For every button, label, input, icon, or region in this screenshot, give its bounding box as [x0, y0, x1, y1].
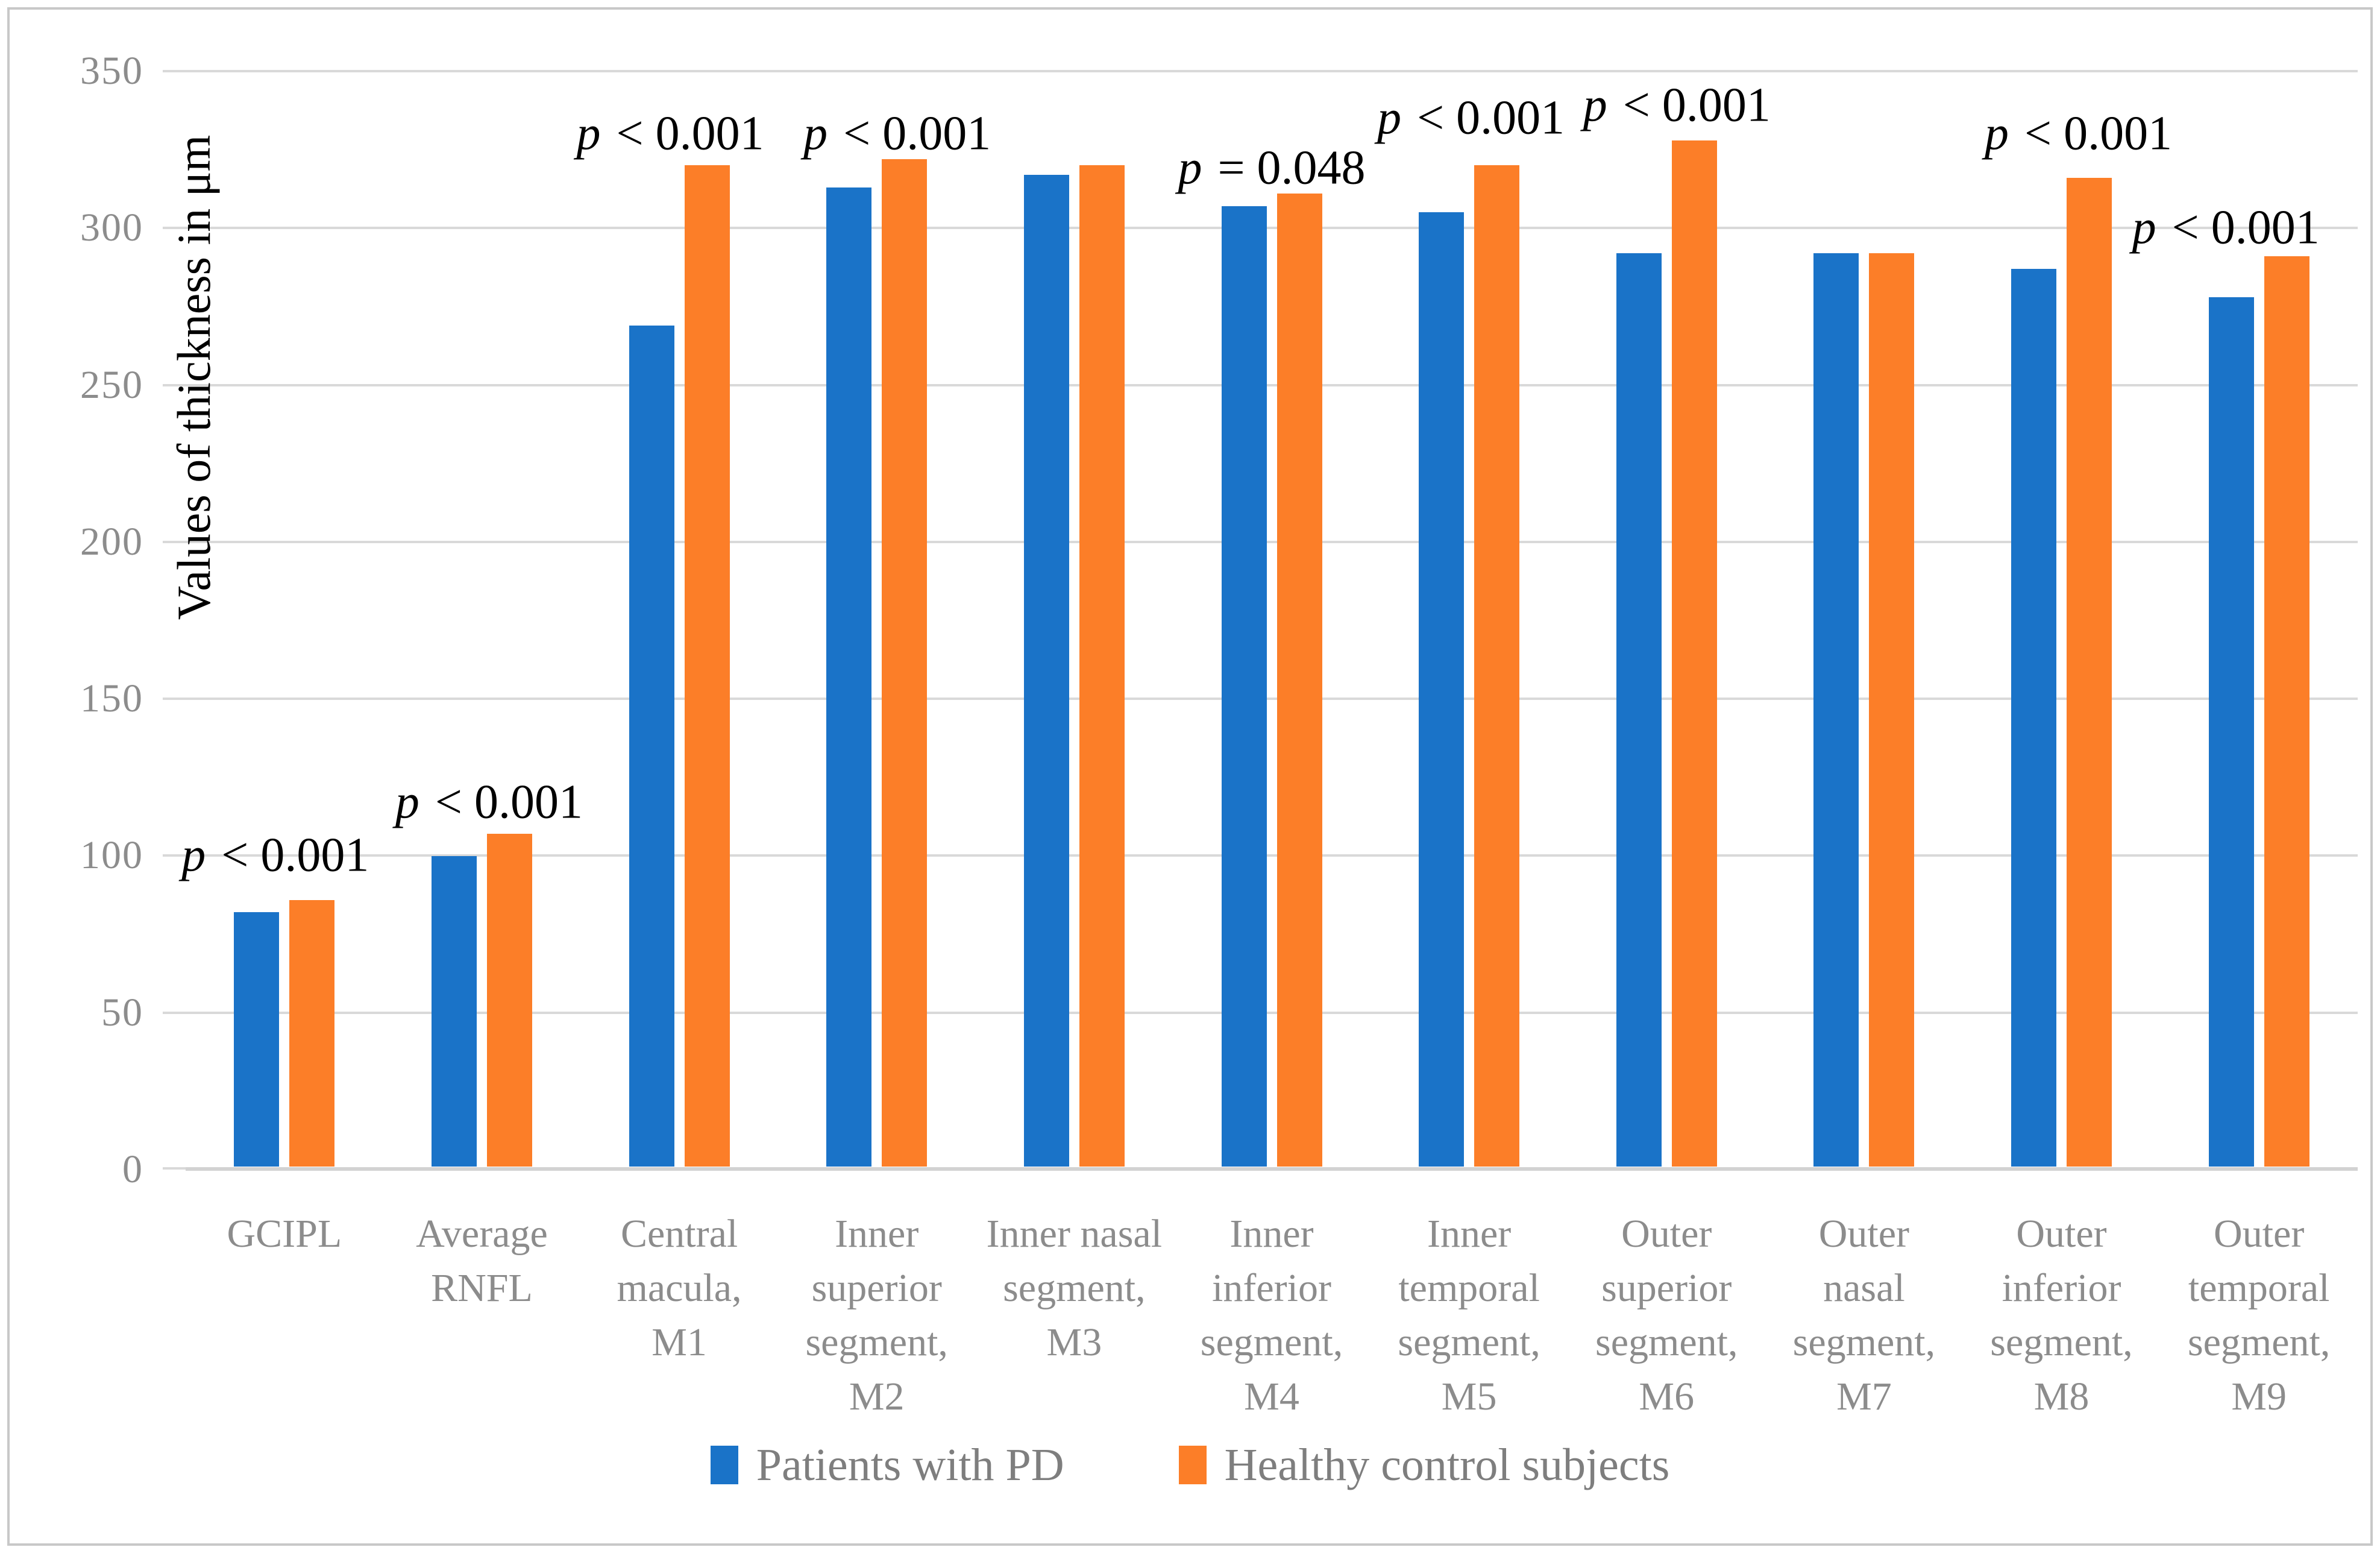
- bar-hc-2: [486, 834, 532, 1167]
- legend-swatch-hc: [1178, 1446, 1207, 1484]
- y-tick-label: 50: [101, 990, 143, 1035]
- x-category-label: Inner superior segment, M2: [805, 1212, 948, 1419]
- y-tick-label: 200: [80, 519, 143, 564]
- p-value-annotation: p < 0.001: [395, 775, 583, 829]
- y-tick-label: 350: [80, 49, 143, 93]
- p-value-annotation: p < 0.001: [1583, 78, 1771, 132]
- bar-hc-8: [1671, 140, 1717, 1167]
- y-tick-mark: [163, 383, 186, 386]
- legend-label: Healthy control subjects: [1224, 1440, 1670, 1490]
- y-tick-mark: [163, 854, 186, 857]
- p-value-annotation: p < 0.001: [181, 828, 369, 882]
- y-tick-mark: [163, 1011, 186, 1014]
- bar-hc-7: [1474, 165, 1520, 1167]
- gridline: [163, 70, 2358, 72]
- y-tick-mark: [163, 540, 186, 543]
- legend-item-pd: Patients with PD: [710, 1440, 1064, 1490]
- bar-pd-9: [1813, 253, 1859, 1167]
- gridline: [163, 1011, 2358, 1014]
- bar-pd-11: [2208, 297, 2254, 1167]
- y-tick-label: 150: [80, 676, 143, 721]
- x-category-label: Central macula, M1: [617, 1212, 742, 1364]
- bar-hc-11: [2264, 256, 2309, 1167]
- gridline: [163, 383, 2358, 386]
- bar-hc-1: [289, 899, 335, 1167]
- y-tick-mark: [163, 698, 186, 701]
- y-tick-label: 0: [122, 1147, 143, 1191]
- x-category-label: Outer superior segment, M6: [1595, 1212, 1738, 1419]
- p-value-annotation: p = 0.048: [1178, 141, 1366, 195]
- p-value-annotation: p < 0.001: [1377, 91, 1565, 145]
- bar-hc-3: [684, 165, 730, 1167]
- y-tick-mark: [163, 70, 186, 72]
- bar-pd-8: [1616, 253, 1662, 1167]
- y-tick-mark: [163, 1167, 186, 1170]
- p-value-annotation: p < 0.001: [803, 107, 991, 160]
- x-category-label: Outer nasal segment, M7: [1792, 1212, 1936, 1419]
- legend-label: Patients with PD: [756, 1440, 1064, 1490]
- x-category-label: Inner temporal segment, M5: [1398, 1212, 1540, 1419]
- x-category-label: Inner inferior segment, M4: [1200, 1212, 1343, 1419]
- x-category-label: Outer temporal segment, M9: [2187, 1212, 2331, 1419]
- bar-hc-6: [1276, 194, 1322, 1167]
- gridline: [163, 227, 2358, 230]
- x-axis-line: [163, 1167, 2358, 1171]
- bar-hc-5: [1079, 165, 1125, 1167]
- bar-hc-4: [882, 159, 928, 1167]
- bar-pd-3: [629, 325, 674, 1167]
- p-value-annotation: p < 0.001: [2132, 201, 2320, 254]
- gridline: [163, 698, 2358, 701]
- legend-item-hc: Healthy control subjects: [1178, 1440, 1670, 1490]
- y-tick-label: 300: [80, 206, 143, 250]
- bar-pd-6: [1221, 206, 1267, 1167]
- bar-pd-5: [1023, 175, 1069, 1167]
- legend: Patients with PD Healthy control subjects: [0, 1442, 2380, 1488]
- bar-hc-9: [1869, 253, 1915, 1167]
- gridline: [163, 854, 2358, 857]
- bar-pd-7: [1419, 212, 1465, 1167]
- x-category-label: Inner nasal segment, M3: [986, 1212, 1163, 1364]
- bar-pd-4: [826, 187, 872, 1167]
- p-value-annotation: p < 0.001: [1984, 107, 2173, 160]
- p-value-annotation: p < 0.001: [576, 107, 764, 160]
- y-tick-label: 100: [80, 833, 143, 878]
- plot-area: [163, 70, 2358, 1171]
- gridline: [163, 540, 2358, 543]
- bar-pd-2: [431, 855, 477, 1167]
- x-category-label: Average RNFL: [416, 1212, 548, 1310]
- x-category-label: GCIPL: [227, 1212, 342, 1256]
- y-tick-label: 250: [80, 362, 143, 407]
- bar-pd-10: [2011, 269, 2057, 1167]
- x-category-label: Outer inferior segment, M8: [1990, 1212, 2133, 1419]
- bar-hc-10: [2067, 178, 2112, 1167]
- legend-swatch-pd: [710, 1446, 738, 1484]
- y-tick-mark: [163, 227, 186, 230]
- bar-pd-1: [234, 912, 280, 1167]
- y-axis-title: Values of thickness in μm: [168, 134, 220, 620]
